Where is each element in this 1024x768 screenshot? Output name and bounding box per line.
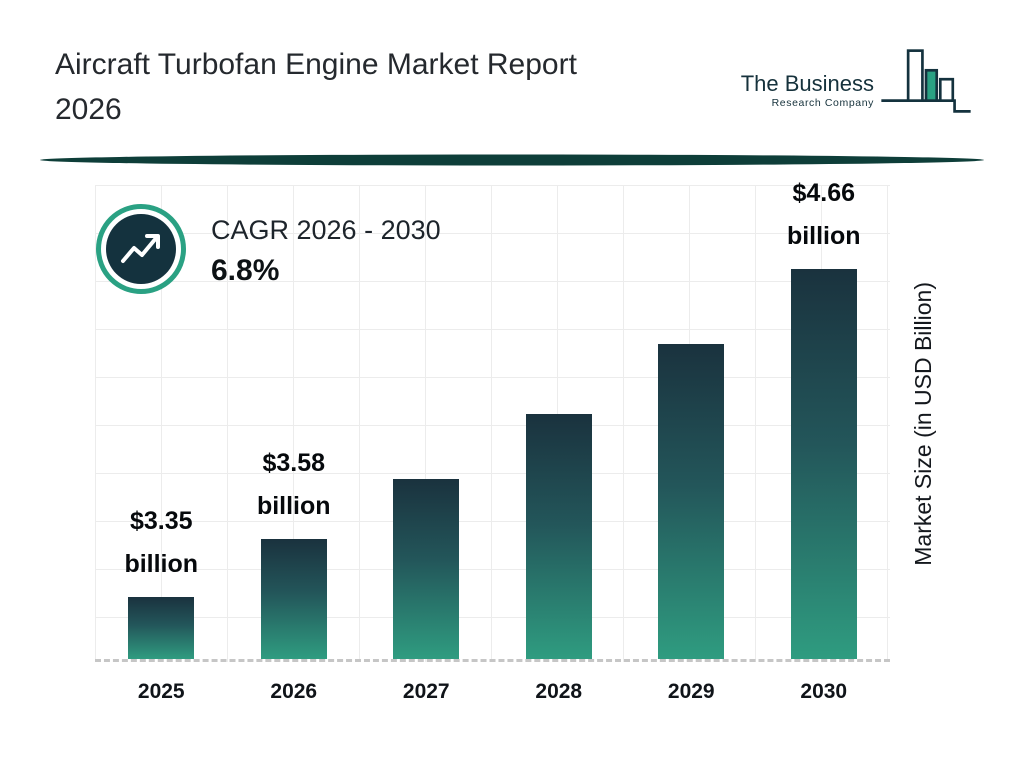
cagr-text: CAGR 2026 - 2030 6.8% [211, 215, 441, 288]
cagr-value: 6.8% [211, 254, 280, 287]
bar-slot-2030: $4.66 billion [758, 179, 890, 659]
page-title-line1: Aircraft Turbofan Engine Market Report [55, 48, 577, 81]
bar-2028 [525, 414, 592, 659]
bar-2025 [128, 597, 195, 659]
cagr-badge: CAGR 2026 - 2030 6.8% [95, 203, 441, 300]
page-title: Aircraft Turbofan Engine Market Report 2… [55, 42, 715, 132]
bar-value-label-2025: $3.35 billion [124, 506, 199, 579]
y-axis-label-text: Market Size (in USD Billion) [909, 281, 936, 566]
header-divider [40, 153, 984, 166]
company-logo: The Business Research Company [741, 44, 976, 123]
cagr-label: CAGR 2026 - 2030 [211, 215, 441, 245]
y-axis-label: Market Size (in USD Billion) [900, 185, 946, 662]
bar-chart-logo-icon [876, 44, 976, 123]
page-title-line2: 2026 [55, 93, 122, 126]
bar-slot-2025: $3.35 billion [95, 185, 227, 659]
bar-2030 [790, 269, 857, 659]
company-logo-text: The Business Research Company [740, 71, 874, 109]
bar-value-label-2030: $4.66 billion [786, 178, 861, 251]
bar-2027 [393, 479, 460, 659]
bar-slot-2028 [493, 185, 625, 659]
plot-area: $3.35 billion $3.58 billion $4.66 billion [95, 179, 890, 662]
x-tick-label-2029: 2029 [667, 680, 715, 703]
logo-subtitle: Research Company [771, 96, 874, 109]
trend-up-icon [95, 203, 187, 300]
bar-slot-2026: $3.58 billion [228, 185, 360, 659]
x-tick-label-2028: 2028 [535, 680, 583, 703]
x-tick-label-2026: 2026 [270, 680, 318, 703]
x-tick-label-2027: 2027 [402, 680, 450, 703]
bar-2029 [658, 344, 725, 659]
x-tick-label-2025: 2025 [137, 680, 185, 703]
x-axis-labels: 2025 2026 2027 2028 2029 2030 [95, 680, 890, 704]
bar-slot-2029 [625, 185, 757, 659]
bar-value-label-2026: $3.58 billion [256, 448, 331, 521]
x-tick-label-2030: 2030 [800, 680, 848, 703]
logo-name: The Business [740, 71, 874, 97]
bar-2026 [260, 539, 327, 659]
bar-slot-2027 [360, 185, 492, 659]
